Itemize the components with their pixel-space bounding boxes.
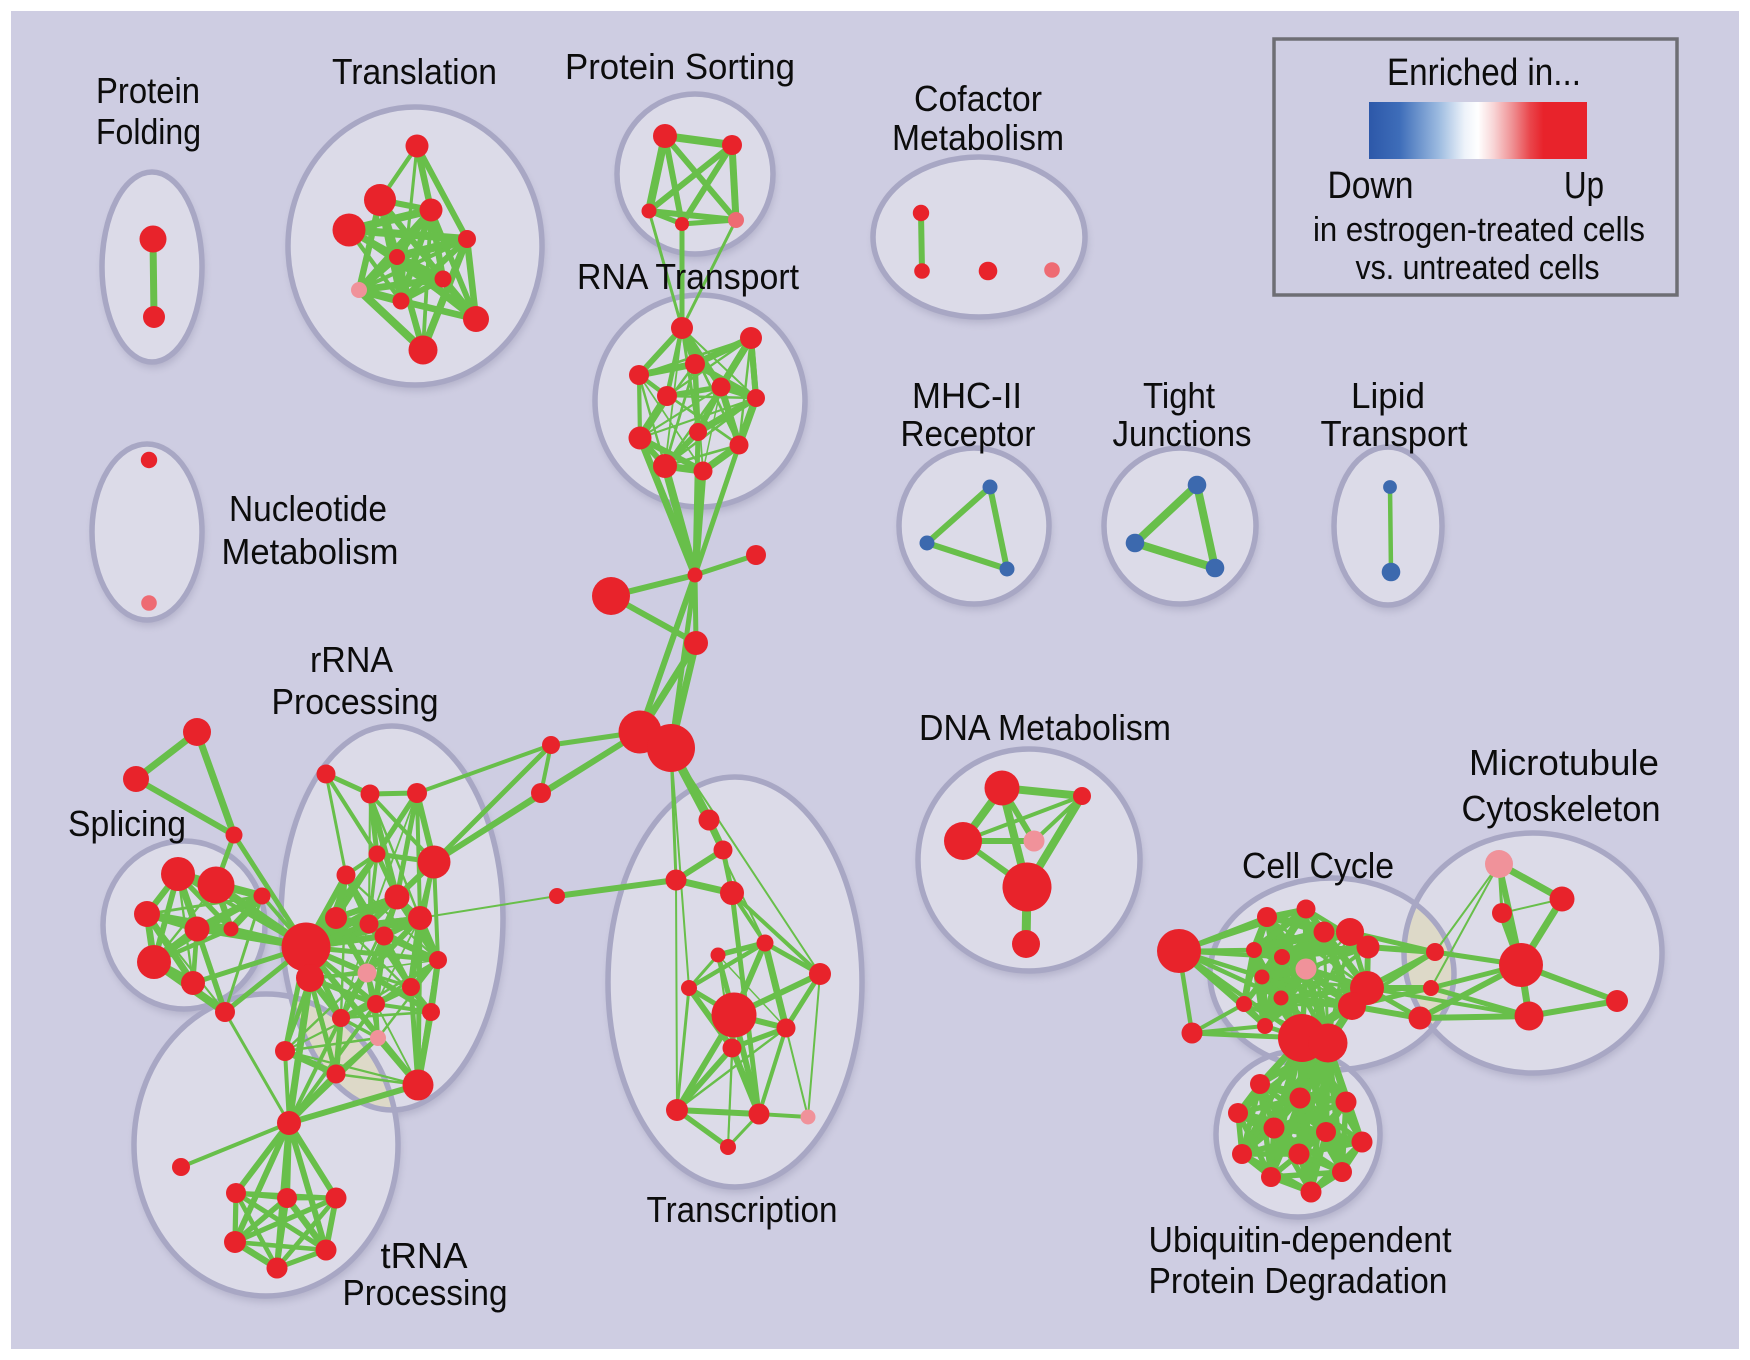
svg-text:Cofactor: Cofactor [914,78,1042,119]
svg-text:Protein: Protein [96,70,200,111]
svg-text:Tight: Tight [1143,375,1215,416]
svg-text:vs. untreated cells: vs. untreated cells [1356,249,1600,287]
svg-text:in estrogen-treated cells: in estrogen-treated cells [1313,211,1645,249]
svg-text:Enriched in...: Enriched in... [1387,52,1581,94]
svg-text:Cell Cycle: Cell Cycle [1242,845,1394,886]
svg-text:Translation: Translation [332,51,497,92]
svg-text:Down: Down [1328,165,1414,207]
svg-text:Up: Up [1564,165,1604,207]
svg-text:rRNA: rRNA [310,639,394,680]
svg-text:Microtubule: Microtubule [1469,742,1659,783]
svg-text:MHC-II: MHC-II [912,375,1022,416]
svg-text:Metabolism: Metabolism [892,117,1064,158]
svg-text:Splicing: Splicing [68,803,186,844]
svg-text:Protein Sorting: Protein Sorting [565,46,795,87]
svg-text:Ubiquitin-dependent: Ubiquitin-dependent [1149,1219,1452,1260]
svg-text:Processing: Processing [272,681,439,722]
svg-text:RNA Transport: RNA Transport [577,256,799,297]
svg-text:Transport: Transport [1321,413,1468,454]
svg-text:Nucleotide: Nucleotide [229,488,387,529]
svg-text:Receptor: Receptor [901,413,1036,454]
svg-text:Lipid: Lipid [1351,375,1425,416]
svg-text:Processing: Processing [343,1272,508,1313]
svg-text:Protein Degradation: Protein Degradation [1149,1260,1448,1301]
svg-text:Transcription: Transcription [647,1189,838,1230]
svg-text:Metabolism: Metabolism [222,531,399,572]
svg-text:tRNA: tRNA [381,1235,469,1276]
svg-text:Junctions: Junctions [1113,413,1252,454]
svg-text:Cytoskeleton: Cytoskeleton [1462,788,1661,829]
svg-text:DNA Metabolism: DNA Metabolism [919,707,1171,748]
svg-text:Folding: Folding [96,111,201,152]
